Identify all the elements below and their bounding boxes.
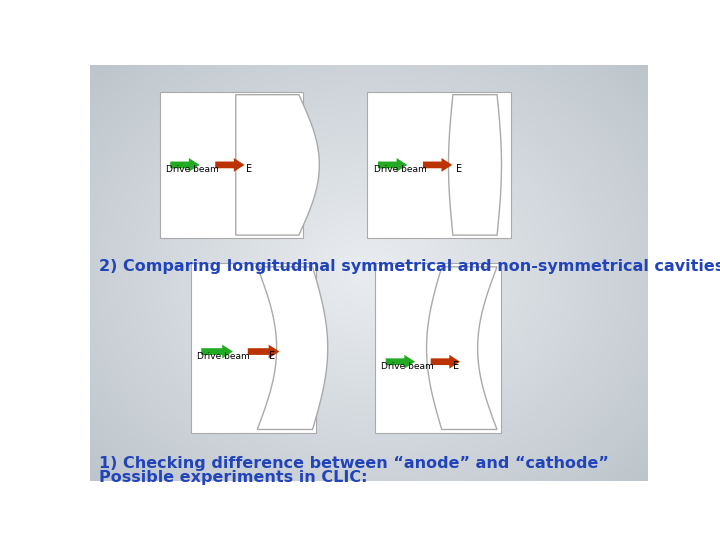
Bar	[375, 264, 500, 433]
Text: E: E	[456, 164, 462, 174]
Text: E: E	[246, 164, 252, 174]
Text: Drive beam: Drive beam	[374, 165, 426, 174]
Text: E: E	[453, 361, 459, 371]
Polygon shape	[449, 94, 501, 235]
Bar	[160, 92, 303, 238]
Text: Possible experiments in CLIC:: Possible experiments in CLIC:	[99, 470, 368, 485]
Polygon shape	[235, 94, 320, 235]
Polygon shape	[426, 267, 497, 429]
Text: Drive beam: Drive beam	[197, 352, 250, 361]
Text: 2) Comparing longitudinal symmetrical and non-symmetrical cavities: 2) Comparing longitudinal symmetrical an…	[99, 259, 720, 274]
Bar	[367, 92, 510, 238]
Polygon shape	[257, 267, 328, 429]
Text: 1) Checking difference between “anode” and “cathode”: 1) Checking difference between “anode” a…	[99, 456, 609, 471]
Bar	[191, 264, 316, 433]
Text: E: E	[269, 351, 275, 361]
Text: Drive beam: Drive beam	[382, 362, 434, 371]
Text: Drive beam: Drive beam	[166, 165, 219, 174]
